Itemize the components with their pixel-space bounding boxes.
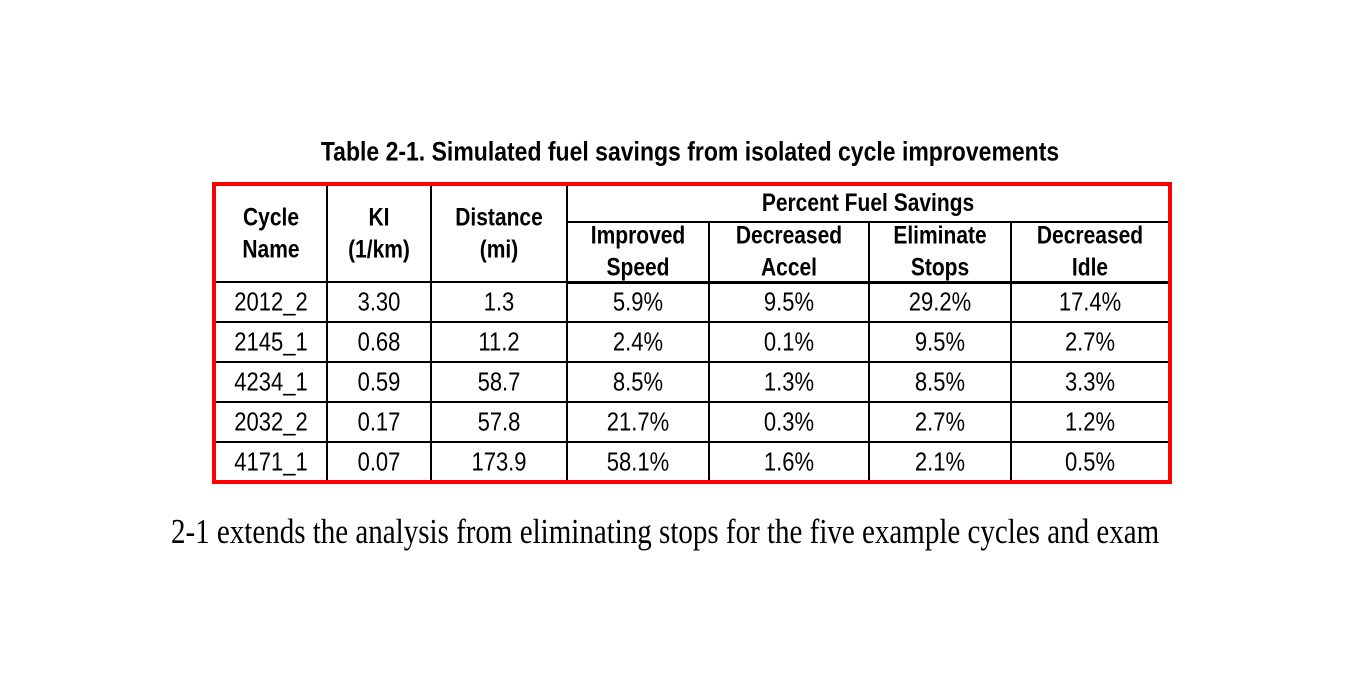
cell-ki: 0.17 xyxy=(326,401,432,443)
cell-ki: 3.30 xyxy=(326,281,432,323)
cell-eliminate-stops: 8.5% xyxy=(868,361,1012,403)
header-eliminate-stops-text: Eliminate Stops xyxy=(893,222,987,282)
header-distance: Distance (mi) xyxy=(430,183,568,283)
cell-eliminate-stops: 9.5% xyxy=(868,321,1012,363)
cell-decreased-accel: 0.3% xyxy=(708,401,870,443)
body-paragraph-text: 2-1 extends the analysis from eliminatin… xyxy=(171,512,1160,552)
header-ki-text: KI (1/km) xyxy=(348,204,410,263)
header-percent-fuel-savings-text: Percent Fuel Savings xyxy=(761,189,975,218)
header-ki: KI (1/km) xyxy=(326,183,432,283)
header-cycle-name: Cycle Name xyxy=(213,183,328,283)
cell-decreased-idle: 17.4% xyxy=(1009,281,1172,323)
table-row: 4234_1 0.59 58.7 8.5% 1.3% 8.5% 3.3% xyxy=(213,361,1172,403)
cell-decreased-accel: 9.5% xyxy=(708,281,870,323)
cell-distance: 57.8 xyxy=(430,401,568,443)
cell-eliminate-stops: 29.2% xyxy=(868,281,1012,323)
header-decreased-accel: Decreased Accel xyxy=(708,221,870,284)
table-row: 2012_2 3.30 1.3 5.9% 9.5% 29.2% 17.4% xyxy=(213,281,1172,323)
cell-improved-speed: 21.7% xyxy=(566,401,710,443)
cell-decreased-idle: 0.5% xyxy=(1009,441,1172,483)
header-distance-text: Distance (mi) xyxy=(455,204,543,263)
cell-improved-speed: 8.5% xyxy=(566,361,710,403)
cell-cycle: 2032_2 xyxy=(213,401,328,443)
cell-eliminate-stops: 2.1% xyxy=(868,441,1012,483)
cell-improved-speed: 58.1% xyxy=(566,441,710,483)
cell-eliminate-stops: 2.7% xyxy=(868,401,1012,443)
cell-cycle: 2012_2 xyxy=(213,281,328,323)
header-decreased-idle: Decreased Idle xyxy=(1009,221,1172,284)
table-row: 4171_1 0.07 173.9 58.1% 1.6% 2.1% 0.5% xyxy=(213,441,1172,483)
cell-cycle: 2145_1 xyxy=(213,321,328,363)
header-eliminate-stops: Eliminate Stops xyxy=(868,221,1012,284)
cell-ki: 0.07 xyxy=(326,441,432,483)
cell-distance: 1.3 xyxy=(430,281,568,323)
cell-distance: 173.9 xyxy=(430,441,568,483)
cell-ki: 0.68 xyxy=(326,321,432,363)
header-improved-speed-text: Improved Speed xyxy=(590,222,686,282)
table-caption-text: Table 2-1. Simulated fuel savings from i… xyxy=(320,135,1060,167)
fuel-savings-table: Cycle Name KI (1/km) Distance (mi) xyxy=(212,182,1173,484)
header-decreased-accel-text: Decreased Accel xyxy=(735,222,843,282)
cell-distance: 58.7 xyxy=(430,361,568,403)
cell-decreased-idle: 3.3% xyxy=(1009,361,1172,403)
header-percent-fuel-savings: Percent Fuel Savings xyxy=(565,183,1172,223)
cell-ki: 0.59 xyxy=(326,361,432,403)
header-decreased-idle-text: Decreased Idle xyxy=(1036,222,1144,282)
cell-cycle: 4234_1 xyxy=(213,361,328,403)
table-row: 2145_1 0.68 11.2 2.4% 0.1% 9.5% 2.7% xyxy=(213,321,1172,363)
table-row: 2032_2 0.17 57.8 21.7% 0.3% 2.7% 1.2% xyxy=(213,401,1172,443)
cell-decreased-idle: 2.7% xyxy=(1009,321,1172,363)
cell-improved-speed: 2.4% xyxy=(566,321,710,363)
cell-decreased-idle: 1.2% xyxy=(1009,401,1172,443)
cell-decreased-accel: 1.3% xyxy=(708,361,870,403)
cell-decreased-accel: 0.1% xyxy=(708,321,870,363)
table-caption: Table 2-1. Simulated fuel savings from i… xyxy=(212,135,1168,167)
cell-distance: 11.2 xyxy=(430,321,568,363)
cell-improved-speed: 5.9% xyxy=(566,281,710,323)
header-improved-speed: Improved Speed xyxy=(566,221,710,284)
body-paragraph: 2-1 extends the analysis from eliminatin… xyxy=(171,512,1159,551)
header-cycle-name-text: Cycle Name xyxy=(242,204,300,263)
header-row-group: Cycle Name KI (1/km) Distance (mi) xyxy=(213,183,1172,283)
cell-cycle: 4171_1 xyxy=(213,441,328,483)
header-row-sub: Improved Speed Decreased Accel Eliminate… xyxy=(214,221,1172,284)
cell-decreased-accel: 1.6% xyxy=(708,441,870,483)
